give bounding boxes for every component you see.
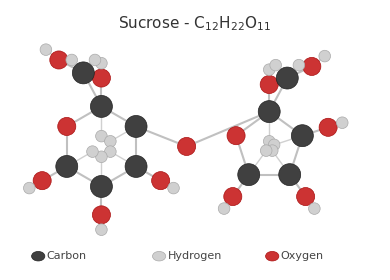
Text: Oxygen: Oxygen [281, 251, 324, 261]
Circle shape [33, 172, 51, 190]
Circle shape [96, 224, 107, 235]
Circle shape [319, 118, 337, 136]
Circle shape [125, 155, 147, 178]
Text: Sucrose - C$_{12}$H$_{22}$O$_{11}$: Sucrose - C$_{12}$H$_{22}$O$_{11}$ [119, 14, 271, 33]
Circle shape [303, 57, 321, 76]
Circle shape [293, 59, 305, 71]
Circle shape [319, 50, 331, 62]
Circle shape [87, 146, 98, 157]
Circle shape [168, 182, 179, 194]
Circle shape [277, 67, 298, 89]
Circle shape [291, 125, 313, 147]
Circle shape [261, 145, 272, 157]
Circle shape [297, 188, 315, 206]
Circle shape [96, 57, 107, 69]
Circle shape [263, 136, 275, 147]
Circle shape [96, 130, 107, 142]
Circle shape [224, 188, 242, 206]
Circle shape [268, 139, 280, 151]
Circle shape [152, 172, 170, 190]
Circle shape [260, 76, 278, 94]
Circle shape [337, 117, 348, 129]
Circle shape [218, 203, 230, 214]
Circle shape [89, 54, 101, 66]
Circle shape [58, 117, 76, 136]
Circle shape [105, 136, 116, 147]
Circle shape [40, 44, 52, 55]
Circle shape [125, 115, 147, 137]
Circle shape [266, 145, 278, 157]
Circle shape [90, 176, 112, 197]
Circle shape [238, 164, 260, 186]
Circle shape [92, 69, 110, 87]
Circle shape [23, 182, 35, 194]
Circle shape [279, 164, 301, 186]
Circle shape [105, 146, 116, 157]
Text: Carbon: Carbon [47, 251, 87, 261]
Circle shape [66, 54, 78, 66]
Circle shape [92, 206, 110, 224]
Circle shape [73, 62, 94, 84]
Circle shape [270, 59, 282, 71]
Text: Hydrogen: Hydrogen [168, 251, 222, 261]
Circle shape [177, 137, 196, 155]
Circle shape [258, 101, 280, 123]
Circle shape [263, 64, 275, 76]
Circle shape [308, 203, 320, 214]
Circle shape [96, 151, 107, 163]
Circle shape [227, 127, 245, 145]
Circle shape [56, 155, 78, 178]
Circle shape [50, 51, 68, 69]
Circle shape [90, 95, 112, 117]
